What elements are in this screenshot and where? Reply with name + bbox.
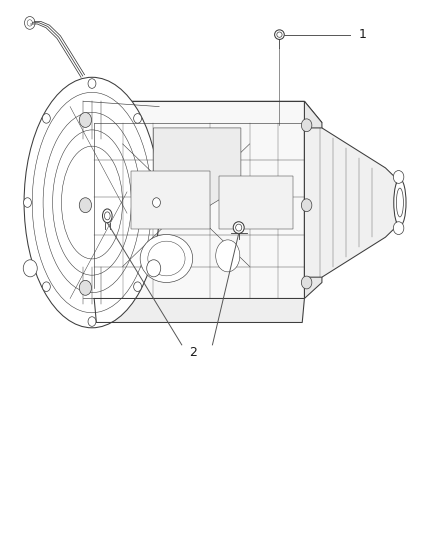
Text: 2: 2: [189, 346, 197, 359]
Circle shape: [88, 317, 96, 326]
Polygon shape: [219, 176, 293, 229]
Circle shape: [134, 282, 141, 292]
Circle shape: [23, 260, 37, 277]
Circle shape: [134, 114, 141, 123]
Circle shape: [42, 114, 50, 123]
Ellipse shape: [140, 235, 193, 282]
Polygon shape: [304, 128, 396, 277]
Polygon shape: [304, 101, 322, 298]
Circle shape: [301, 199, 312, 212]
Polygon shape: [153, 128, 241, 213]
Circle shape: [79, 112, 92, 127]
Circle shape: [301, 119, 312, 132]
Circle shape: [88, 79, 96, 88]
Ellipse shape: [275, 30, 284, 39]
Polygon shape: [94, 298, 304, 322]
Ellipse shape: [24, 77, 160, 328]
Ellipse shape: [233, 222, 244, 233]
Circle shape: [393, 171, 404, 183]
Ellipse shape: [102, 209, 112, 223]
Ellipse shape: [216, 240, 240, 272]
Circle shape: [24, 198, 32, 207]
Circle shape: [393, 222, 404, 235]
Circle shape: [79, 280, 92, 295]
Circle shape: [152, 198, 160, 207]
Polygon shape: [131, 171, 210, 229]
Polygon shape: [83, 101, 304, 298]
Ellipse shape: [394, 179, 406, 226]
Circle shape: [79, 198, 92, 213]
Text: 1: 1: [359, 28, 367, 41]
Circle shape: [301, 276, 312, 289]
Polygon shape: [83, 101, 322, 123]
Circle shape: [147, 260, 161, 277]
Circle shape: [42, 282, 50, 292]
